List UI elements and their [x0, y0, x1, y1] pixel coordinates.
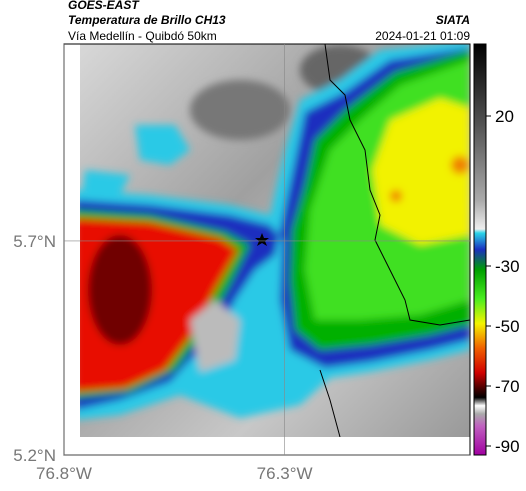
satellite-image	[80, 44, 470, 437]
colorbar-tick-label: -70	[495, 377, 520, 396]
x-tick-label: 76.8°W	[36, 464, 92, 483]
title: GOES-EAST	[68, 0, 140, 12]
colorbar	[473, 43, 487, 456]
y-tick-label: 5.2°N	[13, 446, 56, 465]
source: SIATA	[436, 13, 470, 27]
colorbar-tick-label: -50	[495, 317, 520, 336]
colorbar-tick-label: -90	[495, 437, 520, 456]
x-tick-label: 76.3°W	[257, 464, 313, 483]
region: Vía Medellín - Quibdó 50km	[68, 29, 217, 43]
y-tick-label: 5.7°N	[13, 232, 56, 251]
location-marker	[255, 233, 269, 246]
subtitle: Temperatura de Brillo CH13	[68, 13, 226, 27]
colorbar-tick-label: 20	[495, 107, 514, 126]
colorbar-tick-label: -30	[495, 257, 520, 276]
timestamp: 2024-01-21 01:09	[375, 29, 470, 43]
